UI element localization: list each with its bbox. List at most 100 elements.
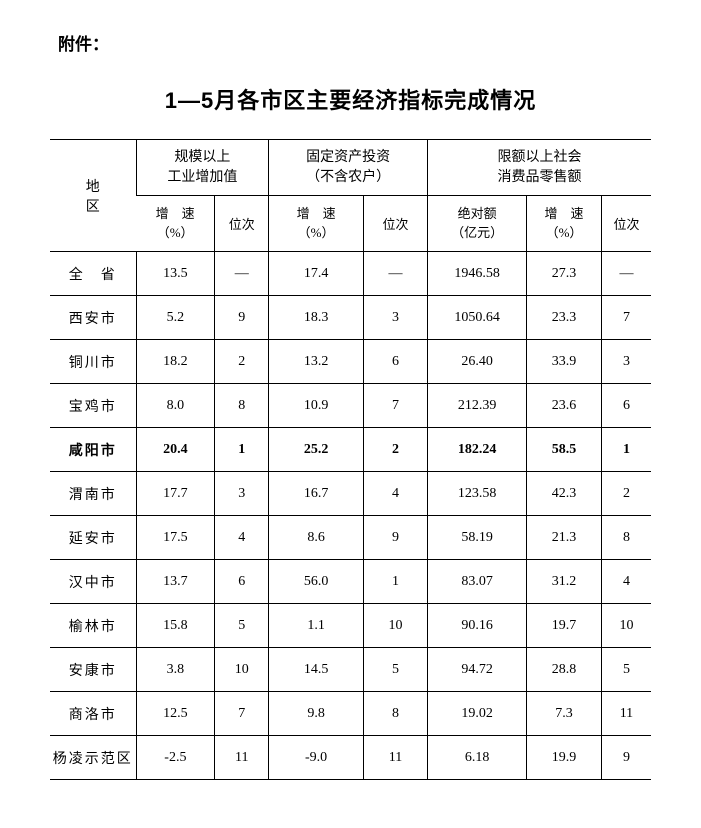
cell-g3-abs: 83.07 [428, 560, 527, 604]
cell-g2-rank: 10 [364, 604, 428, 648]
cell-g3-rank: 4 [601, 560, 651, 604]
cell-g3-abs: 1946.58 [428, 252, 527, 296]
cell-region: 全 省 [50, 252, 136, 296]
table-row: 全 省13.5—17.4—1946.5827.3— [50, 252, 651, 296]
table-row: 安康市3.81014.5594.7228.85 [50, 648, 651, 692]
page-title: 1—5月各市区主要经济指标完成情况 [50, 83, 651, 115]
cell-g2-rank: 6 [364, 340, 428, 384]
table-row: 铜川市18.2213.2626.4033.93 [50, 340, 651, 384]
cell-g2-rank: — [364, 252, 428, 296]
cell-g1-growth: 13.5 [136, 252, 215, 296]
cell-g3-rank: 10 [601, 604, 651, 648]
cell-region: 汉中市 [50, 560, 136, 604]
cell-g3-rank: 9 [601, 736, 651, 780]
cell-g3-rank: 1 [601, 428, 651, 472]
cell-region: 铜川市 [50, 340, 136, 384]
cell-region: 杨凌示范区 [50, 736, 136, 780]
cell-g1-growth: 8.0 [136, 384, 215, 428]
header-group-industrial: 规模以上工业增加值 [136, 140, 269, 196]
cell-region: 渭南市 [50, 472, 136, 516]
cell-g3-growth: 33.9 [527, 340, 602, 384]
cell-g3-abs: 123.58 [428, 472, 527, 516]
cell-g3-rank: 8 [601, 516, 651, 560]
cell-g3-growth: 42.3 [527, 472, 602, 516]
cell-g2-rank: 4 [364, 472, 428, 516]
attachment-label: 附件： [58, 30, 651, 55]
cell-g2-rank: 3 [364, 296, 428, 340]
table-row: 延安市17.548.6958.1921.38 [50, 516, 651, 560]
cell-g1-rank: 3 [215, 472, 269, 516]
cell-g1-growth: 3.8 [136, 648, 215, 692]
cell-g3-growth: 19.7 [527, 604, 602, 648]
header-g1-rank: 位次 [215, 196, 269, 252]
table-row: 商洛市12.579.8819.027.311 [50, 692, 651, 736]
cell-g1-growth: -2.5 [136, 736, 215, 780]
cell-g3-abs: 1050.64 [428, 296, 527, 340]
cell-region: 宝鸡市 [50, 384, 136, 428]
cell-g2-rank: 5 [364, 648, 428, 692]
table-body: 全 省13.5—17.4—1946.5827.3—西安市5.2918.33105… [50, 252, 651, 780]
cell-g1-growth: 15.8 [136, 604, 215, 648]
cell-g1-growth: 17.7 [136, 472, 215, 516]
table-row: 西安市5.2918.331050.6423.37 [50, 296, 651, 340]
cell-g2-growth: 1.1 [269, 604, 364, 648]
cell-g1-growth: 12.5 [136, 692, 215, 736]
header-region: 地 区 [50, 140, 136, 252]
cell-g3-growth: 7.3 [527, 692, 602, 736]
header-g2-growth: 增 速（%） [269, 196, 364, 252]
cell-g1-rank: 8 [215, 384, 269, 428]
table-row: 杨凌示范区-2.511-9.0116.1819.99 [50, 736, 651, 780]
cell-g3-growth: 19.9 [527, 736, 602, 780]
cell-region: 商洛市 [50, 692, 136, 736]
cell-region: 安康市 [50, 648, 136, 692]
cell-g2-growth: 9.8 [269, 692, 364, 736]
cell-g3-growth: 27.3 [527, 252, 602, 296]
cell-g1-rank: 11 [215, 736, 269, 780]
cell-g1-rank: 1 [215, 428, 269, 472]
cell-region: 延安市 [50, 516, 136, 560]
cell-g1-growth: 5.2 [136, 296, 215, 340]
header-g1-growth: 增 速（%） [136, 196, 215, 252]
cell-g2-growth: 25.2 [269, 428, 364, 472]
cell-g1-rank: 10 [215, 648, 269, 692]
table-row: 渭南市17.7316.74123.5842.32 [50, 472, 651, 516]
cell-g2-growth: 13.2 [269, 340, 364, 384]
cell-g3-rank: 3 [601, 340, 651, 384]
cell-g1-rank: 7 [215, 692, 269, 736]
cell-g3-abs: 90.16 [428, 604, 527, 648]
table-row: 宝鸡市8.0810.97212.3923.66 [50, 384, 651, 428]
cell-g3-abs: 212.39 [428, 384, 527, 428]
cell-g3-growth: 28.8 [527, 648, 602, 692]
cell-g3-growth: 21.3 [527, 516, 602, 560]
cell-g1-growth: 20.4 [136, 428, 215, 472]
cell-g3-rank: 6 [601, 384, 651, 428]
cell-g2-growth: 18.3 [269, 296, 364, 340]
cell-g1-rank: 2 [215, 340, 269, 384]
cell-g3-rank: 11 [601, 692, 651, 736]
table-row: 咸阳市20.4125.22182.2458.51 [50, 428, 651, 472]
cell-g2-growth: 16.7 [269, 472, 364, 516]
cell-g1-rank: 9 [215, 296, 269, 340]
cell-g1-growth: 18.2 [136, 340, 215, 384]
table-row: 汉中市13.7656.0183.0731.24 [50, 560, 651, 604]
cell-g3-abs: 182.24 [428, 428, 527, 472]
header-group-investment: 固定资产投资（不含农户） [269, 140, 428, 196]
cell-g3-rank: — [601, 252, 651, 296]
cell-g1-rank: 4 [215, 516, 269, 560]
cell-g3-abs: 19.02 [428, 692, 527, 736]
cell-g3-growth: 23.6 [527, 384, 602, 428]
header-g3-abs: 绝对额（亿元） [428, 196, 527, 252]
cell-region: 咸阳市 [50, 428, 136, 472]
cell-g1-growth: 17.5 [136, 516, 215, 560]
header-g3-rank: 位次 [601, 196, 651, 252]
cell-g3-growth: 23.3 [527, 296, 602, 340]
cell-g3-abs: 94.72 [428, 648, 527, 692]
cell-g1-rank: — [215, 252, 269, 296]
cell-g3-abs: 58.19 [428, 516, 527, 560]
header-g2-rank: 位次 [364, 196, 428, 252]
cell-g1-growth: 13.7 [136, 560, 215, 604]
cell-g3-rank: 5 [601, 648, 651, 692]
cell-g3-rank: 7 [601, 296, 651, 340]
cell-g2-rank: 1 [364, 560, 428, 604]
cell-g3-abs: 26.40 [428, 340, 527, 384]
